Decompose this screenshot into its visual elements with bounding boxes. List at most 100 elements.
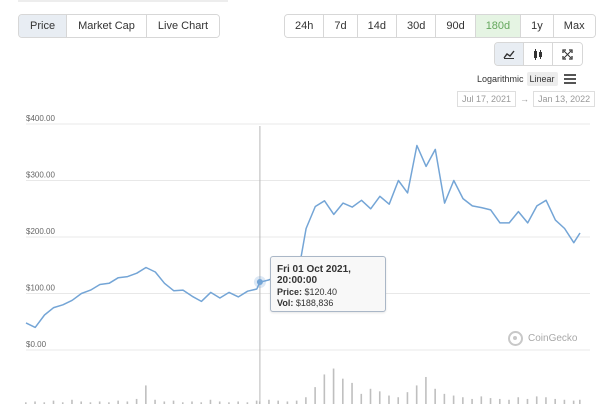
volume-bar [388,395,390,404]
tooltip-price-label: Price: [277,287,303,297]
volume-bar [108,402,110,404]
range-tab-max[interactable]: Max [553,15,595,37]
volume-bar [351,382,353,404]
volume-bar [508,399,510,404]
volume-bar [517,397,520,404]
scale-linear-option[interactable]: Linear [526,72,558,86]
y-tick-label: $100.00 [26,284,55,293]
volume-bar [406,392,409,404]
candlestick-icon [532,48,544,60]
volume-bar [563,399,566,404]
volume-bar [209,399,212,404]
tooltip-volume-label: Vol: [277,298,294,308]
volume-bar [295,400,298,404]
volume-bar [554,398,556,404]
scale-logarithmic-option[interactable]: Logarithmic [477,74,524,84]
fullscreen-icon [562,48,573,60]
volume-bar [286,401,289,404]
volume-bar [545,397,547,404]
tooltip-price: Price: $120.40 [277,287,337,297]
tab-live-chart[interactable]: Live Chart [146,15,220,37]
volume-bar [268,399,270,404]
page-header-strip [18,0,228,2]
range-tab-180d[interactable]: 180d [475,15,522,37]
tooltip-price-value: $120.40 [304,287,338,297]
volume-bar [360,393,363,404]
range-tab-7d[interactable]: 7d [324,15,358,37]
range-tab-30d[interactable]: 30d [396,15,437,37]
volume-bar [342,378,344,404]
volume-bar [378,391,381,404]
chart-type-tabs: Price Market Cap Live Chart [18,14,221,38]
line-chart-view-button[interactable] [495,43,524,65]
volume-bar [191,401,193,404]
range-tab-14d[interactable]: 14d [357,15,397,37]
y-tick-label: $200.00 [26,227,55,236]
volume-bar [163,401,166,404]
volume-bar [535,396,538,404]
volume-bar [98,401,101,404]
volume-bar [237,401,239,404]
range-tab-90d[interactable]: 90d [436,15,476,37]
y-tick-label: $0.00 [26,340,47,349]
price-series-line [25,144,581,329]
scale-selector: Logarithmic Linear [474,72,576,86]
volume-bar [434,388,436,404]
candlestick-view-button[interactable] [524,43,553,65]
volume-bar [52,400,55,404]
volume-bar [218,401,221,404]
line-chart-icon [503,49,515,59]
y-tick-label: $300.00 [26,171,55,180]
volume-bar [200,402,203,404]
fullscreen-view-button[interactable] [553,43,582,65]
volume-bar [572,400,575,404]
date-range-picker: Jul 17, 2021 → Jan 13, 2022 [457,91,596,107]
range-tab-24h[interactable]: 24h [285,15,325,37]
volume-bar [462,397,464,404]
tooltip-volume: Vol: $188,836 [277,298,333,308]
volume-bar [369,388,372,404]
volume-bar [117,400,119,404]
volume-bar [154,399,156,404]
y-tick-label: $400.00 [26,114,55,123]
volume-bar [489,398,492,404]
volume-bar [332,368,335,404]
volume-bar [172,400,175,404]
chart-tooltip: Fri 01 Oct 2021, 20:00:00 Price: $120.40… [270,256,386,312]
volume-bar [471,398,473,404]
volume-bar [145,385,147,404]
tooltip-volume-value: $188,836 [295,298,334,308]
hamburger-menu-icon[interactable] [563,74,576,84]
volume-bar [579,399,581,404]
volume-bar [305,397,307,404]
volume-bar [323,374,326,404]
volume-bar [452,395,455,404]
volume-bar [89,402,92,404]
tab-price[interactable]: Price [19,15,68,37]
volume-bar [415,385,418,404]
tab-market-cap[interactable]: Market Cap [67,15,147,37]
volume-bar [71,399,73,404]
volume-bar [126,401,129,404]
chart-view-toggles [494,42,583,66]
date-range-arrow: → [520,94,530,104]
volume-bar [135,398,138,404]
range-tab-1y[interactable]: 1y [521,15,554,37]
volume-bar [498,398,501,404]
volume-bar [314,387,316,404]
watermark-text: CoinGecko [528,333,578,344]
volume-bar [480,396,483,404]
date-to-input[interactable]: Jan 13, 2022 [533,91,596,107]
date-from-input[interactable]: Jul 17, 2021 [457,91,517,107]
volume-bar [526,398,529,404]
volume-bar [443,393,446,404]
volume-bar [43,402,46,404]
highlight-point [256,278,263,285]
volume-bar [25,402,27,404]
coingecko-logo-icon [508,331,523,346]
time-range-tabs: 24h 7d 14d 30d 90d 180d 1y Max [284,14,596,38]
volume-bar [80,401,82,404]
volume-bar [255,400,258,404]
volume-bar [181,402,184,404]
